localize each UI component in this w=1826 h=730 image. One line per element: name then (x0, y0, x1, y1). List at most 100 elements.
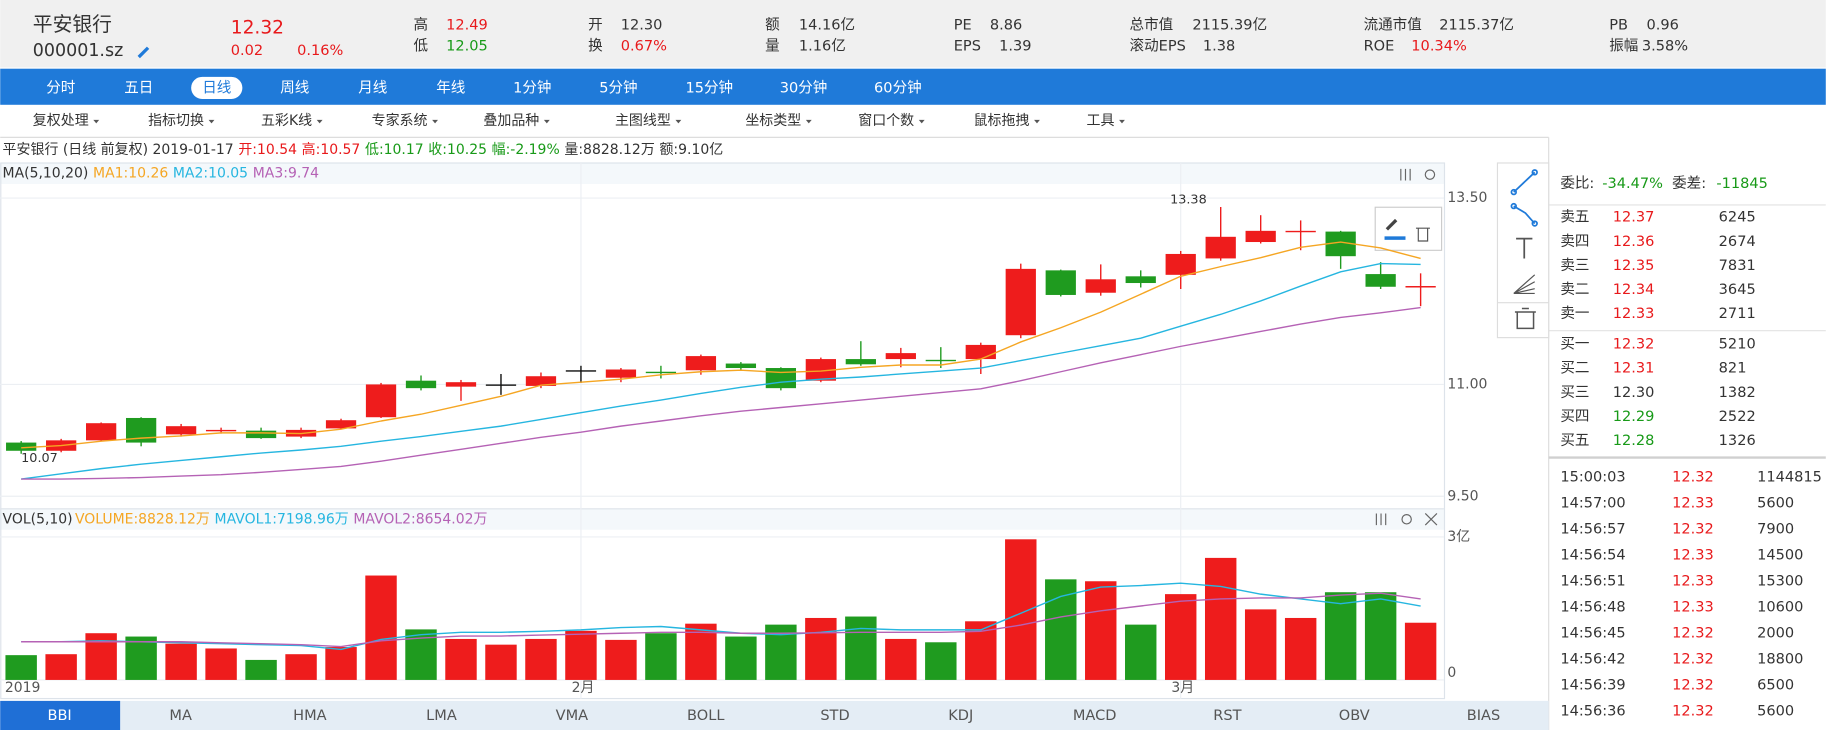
period-tab[interactable]: 日线 (202, 79, 231, 96)
quote-label: PB (1609, 17, 1628, 34)
indicator-tab[interactable]: BOLL (687, 707, 725, 724)
pencil-icon[interactable] (1385, 218, 1398, 231)
stock-name: 平安银行 (33, 13, 112, 36)
book-price: 12.29 (1613, 408, 1655, 425)
quote-label: EPS (954, 38, 981, 55)
period-tab[interactable]: 五日 (124, 79, 153, 96)
book-price: 12.35 (1613, 257, 1655, 274)
book-volume: 2711 (1719, 305, 1756, 322)
candle-body (725, 363, 757, 369)
indicator-tab[interactable]: KDJ (948, 707, 973, 724)
indicator-tab[interactable]: MA (169, 707, 192, 724)
vol-bar (1005, 539, 1037, 680)
vol-bar (5, 655, 37, 680)
menu[interactable]: 专家系统 (372, 112, 428, 129)
info-item: 平安银行 (日线 前复权) 2019-01-17 (3, 141, 234, 158)
active-tab (191, 76, 243, 99)
menu[interactable]: 鼠标拖拽 (974, 113, 1030, 129)
candle-body (565, 370, 597, 372)
period-tab[interactable]: 30分钟 (780, 79, 828, 96)
candle-body (765, 368, 797, 389)
indicator-tab[interactable]: VMA (556, 707, 589, 724)
trade-time: 14:56:36 (1560, 703, 1625, 720)
indicator-tab[interactable]: LMA (426, 707, 457, 724)
menu[interactable]: 指标切换 (148, 112, 204, 129)
trash-icon[interactable] (1514, 307, 1536, 330)
vol-bar (1125, 624, 1157, 680)
candle-body (645, 371, 677, 374)
indicator-tab[interactable]: RST (1213, 707, 1241, 724)
indicator-tab[interactable]: HMA (293, 707, 326, 724)
indicator-tab[interactable]: BIAS (1467, 707, 1500, 724)
candle-body (405, 380, 437, 389)
vol-title: VOL(5,10) (3, 511, 73, 527)
period-tab[interactable]: 1分钟 (513, 79, 551, 96)
period-tab[interactable]: 月线 (358, 79, 387, 96)
trade-volume: 6500 (1757, 677, 1794, 694)
tool-icons[interactable] (1510, 169, 1538, 294)
book-volume: 7831 (1719, 257, 1756, 274)
period-tab[interactable]: 15分钟 (685, 79, 733, 96)
quote-label: 振幅 (1609, 38, 1638, 55)
book-label: 买四 (1560, 408, 1589, 425)
ma-line (21, 306, 1421, 480)
period-tab[interactable]: 分时 (46, 79, 75, 96)
menu[interactable]: 工具 (1086, 113, 1114, 129)
vol-bar (645, 633, 677, 680)
y-tick-label: 9.50 (1447, 488, 1478, 504)
vol-legend: MAVOL2:8654.02万 (353, 511, 487, 527)
quote-label: ROE (1364, 38, 1395, 55)
book-volume: 3645 (1719, 281, 1756, 298)
menu[interactable]: 复权处理 (33, 112, 89, 129)
header-bg (0, 0, 1826, 68)
quote-value: 10.34% (1411, 38, 1467, 55)
menu-caret (805, 119, 812, 124)
vol-bar (925, 642, 957, 680)
indicator-tab[interactable]: STD (820, 707, 849, 724)
menu[interactable]: 主图线型 (615, 113, 671, 129)
edit-icon[interactable] (137, 46, 150, 59)
candle-body (445, 382, 477, 387)
candle-body (925, 359, 956, 362)
indicator-tab[interactable]: MACD (1073, 707, 1117, 724)
candle-body (525, 376, 557, 386)
trade-volume: 5600 (1757, 703, 1794, 720)
book-label: 买一 (1560, 336, 1589, 353)
menu[interactable]: 五彩K线 (261, 113, 312, 129)
vol-bar (805, 617, 837, 680)
period-tab[interactable]: 周线 (280, 79, 309, 96)
quote-value: 0.67% (621, 38, 667, 55)
indicator-tab[interactable]: BBI (47, 707, 71, 724)
change-pct: 0.16% (297, 42, 343, 59)
menu[interactable]: 叠加品种 (483, 113, 539, 129)
trade-price: 12.33 (1672, 572, 1714, 589)
candle-body (1245, 230, 1276, 243)
menu[interactable]: 窗口个数 (858, 112, 914, 129)
book-price: 12.31 (1613, 360, 1655, 377)
candle-body (1125, 276, 1156, 284)
popup-trash[interactable] (1415, 227, 1430, 242)
menu[interactable]: 坐标类型 (745, 113, 801, 129)
candle-body (1085, 279, 1116, 293)
period-tab[interactable]: 5分钟 (599, 79, 637, 96)
vol-bar (1404, 622, 1437, 680)
vol-bar (565, 630, 597, 680)
line-style[interactable] (1384, 236, 1406, 240)
menu-caret (543, 119, 550, 124)
quote-label: 额 (765, 17, 780, 34)
candle-body (205, 429, 237, 432)
trade-price: 12.32 (1672, 520, 1714, 537)
info-line: 平安银行 (日线 前复权) 2019-01-17 开:10.54 高:10.57 低:… (3, 141, 724, 158)
info-item: 幅:-2.19% (492, 142, 560, 158)
book-label: 卖二 (1560, 281, 1589, 298)
trade-volume: 10600 (1757, 598, 1803, 615)
indicator-tab[interactable]: OBV (1339, 707, 1370, 724)
quote-label: 量 (765, 38, 780, 55)
trade-time: 14:56:42 (1560, 651, 1625, 668)
trade-time: 14:56:39 (1560, 677, 1625, 694)
period-tab[interactable]: 年线 (436, 79, 465, 96)
panel-icons[interactable] (1375, 168, 1438, 526)
info-item: 开:10.54 (238, 142, 297, 158)
trade-time: 14:56:51 (1560, 572, 1625, 589)
period-tab[interactable]: 60分钟 (874, 79, 922, 96)
